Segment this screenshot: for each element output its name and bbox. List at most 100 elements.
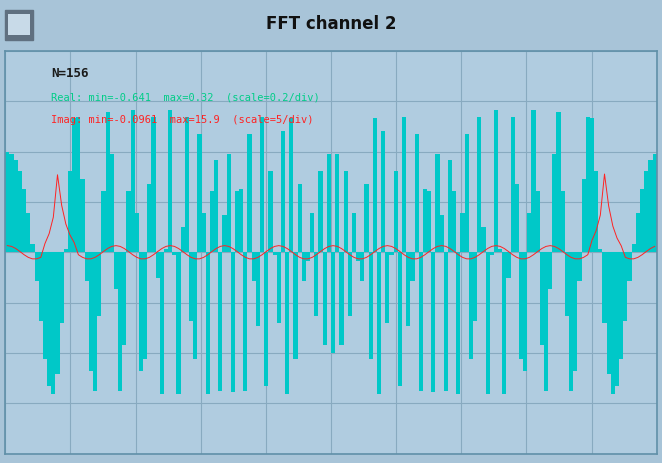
Bar (436, 154, 440, 252)
Bar (569, 252, 573, 390)
Bar (231, 252, 235, 392)
Bar (624, 252, 628, 321)
Bar (502, 252, 506, 394)
Bar (590, 118, 594, 252)
Bar (644, 171, 648, 252)
Bar (85, 252, 89, 281)
Bar (218, 252, 222, 390)
Bar (293, 252, 298, 359)
Bar (606, 252, 611, 374)
Bar (22, 189, 26, 252)
Bar (473, 252, 477, 321)
Bar (653, 154, 657, 252)
FancyBboxPatch shape (5, 10, 33, 40)
Bar (164, 250, 168, 252)
Bar (214, 160, 218, 252)
Bar (632, 244, 636, 252)
Bar (76, 117, 81, 252)
Bar (210, 191, 214, 252)
Bar (586, 117, 590, 252)
Bar (72, 118, 76, 252)
Bar (177, 252, 181, 394)
Bar (536, 191, 540, 252)
Bar (373, 118, 377, 252)
Bar (139, 252, 143, 371)
Bar (256, 252, 260, 326)
Bar (402, 117, 406, 252)
Bar (260, 117, 264, 252)
Bar (340, 252, 344, 344)
Bar (197, 134, 201, 252)
Bar (519, 252, 523, 359)
Bar (152, 117, 156, 252)
Bar (93, 252, 97, 390)
Bar (289, 118, 293, 252)
Bar (548, 252, 552, 289)
Bar (5, 152, 9, 252)
Bar (181, 227, 185, 252)
Bar (577, 252, 581, 281)
Bar (9, 154, 14, 252)
Bar (302, 252, 306, 281)
Bar (14, 160, 18, 252)
Bar (327, 154, 331, 252)
Bar (285, 252, 289, 394)
Bar (389, 252, 394, 255)
Bar (427, 191, 431, 252)
Bar (252, 252, 256, 281)
Bar (431, 252, 436, 392)
Bar (561, 191, 565, 252)
Bar (105, 113, 110, 252)
Bar (598, 250, 602, 252)
Bar (602, 252, 606, 324)
Bar (160, 252, 164, 394)
Bar (356, 252, 360, 261)
Bar (89, 252, 93, 371)
Bar (485, 252, 490, 394)
Bar (244, 252, 248, 390)
FancyBboxPatch shape (8, 13, 30, 35)
Bar (611, 252, 615, 394)
Bar (414, 134, 418, 252)
Bar (331, 252, 335, 353)
Bar (640, 189, 644, 252)
Bar (406, 252, 410, 326)
Bar (281, 131, 285, 252)
Bar (344, 171, 348, 252)
Bar (318, 171, 322, 252)
Bar (51, 252, 56, 394)
Bar (573, 252, 577, 371)
Bar (444, 252, 448, 390)
Bar (322, 252, 327, 344)
Bar (394, 171, 398, 252)
Bar (110, 154, 114, 252)
Bar (461, 213, 465, 252)
Text: N=156: N=156 (51, 67, 89, 80)
Bar (56, 252, 60, 374)
Bar (264, 252, 268, 387)
Bar (527, 213, 532, 252)
Bar (523, 252, 527, 371)
Bar (47, 252, 51, 387)
Text: Imag: min=-0.0961  max=15.9  (scale=5/div): Imag: min=-0.0961 max=15.9 (scale=5/div) (51, 115, 313, 125)
Bar (544, 252, 548, 390)
Bar (306, 252, 310, 261)
Bar (185, 117, 189, 252)
Bar (498, 250, 502, 252)
Bar (268, 171, 273, 252)
Bar (423, 189, 427, 252)
Bar (43, 252, 47, 359)
Bar (477, 117, 481, 252)
Bar (557, 113, 561, 252)
Bar (360, 252, 364, 281)
Bar (381, 131, 385, 252)
Bar (532, 110, 536, 252)
Bar (81, 179, 85, 252)
Bar (156, 252, 160, 278)
Bar (469, 252, 473, 359)
Bar (494, 110, 498, 252)
Bar (506, 252, 510, 278)
Bar (189, 252, 193, 321)
Bar (130, 110, 135, 252)
Bar (369, 252, 373, 359)
